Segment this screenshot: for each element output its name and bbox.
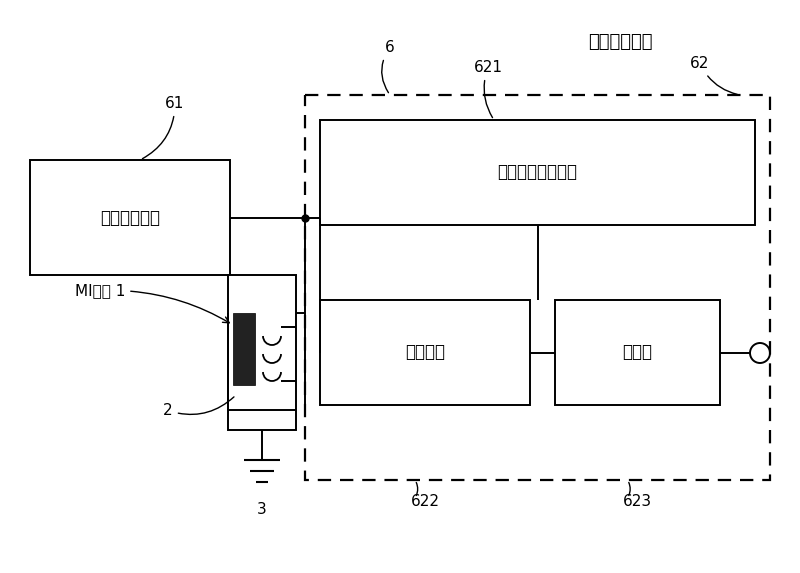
- Text: 采样时刻调整电路: 采样时刻调整电路: [498, 163, 578, 182]
- Text: MI元件 1: MI元件 1: [75, 283, 230, 323]
- Text: 621: 621: [474, 60, 502, 117]
- Bar: [30, 160, 230, 275]
- Text: 3: 3: [257, 503, 267, 517]
- Text: 信号处理电路: 信号处理电路: [588, 33, 652, 51]
- Text: 62: 62: [690, 56, 738, 95]
- Text: 模拟开关: 模拟开关: [405, 343, 445, 362]
- Text: 2: 2: [163, 397, 234, 418]
- Text: 623: 623: [623, 494, 652, 509]
- Bar: [228, 275, 296, 430]
- Text: 61: 61: [142, 96, 185, 159]
- Bar: [320, 300, 530, 405]
- Text: 622: 622: [410, 494, 439, 509]
- Bar: [305, 95, 770, 480]
- Text: 放大器: 放大器: [622, 343, 653, 362]
- Bar: [320, 120, 755, 225]
- Text: 6: 6: [382, 40, 395, 93]
- Bar: [233, 313, 255, 385]
- Bar: [555, 300, 720, 405]
- Text: 脉冲振荡电路: 脉冲振荡电路: [100, 209, 160, 226]
